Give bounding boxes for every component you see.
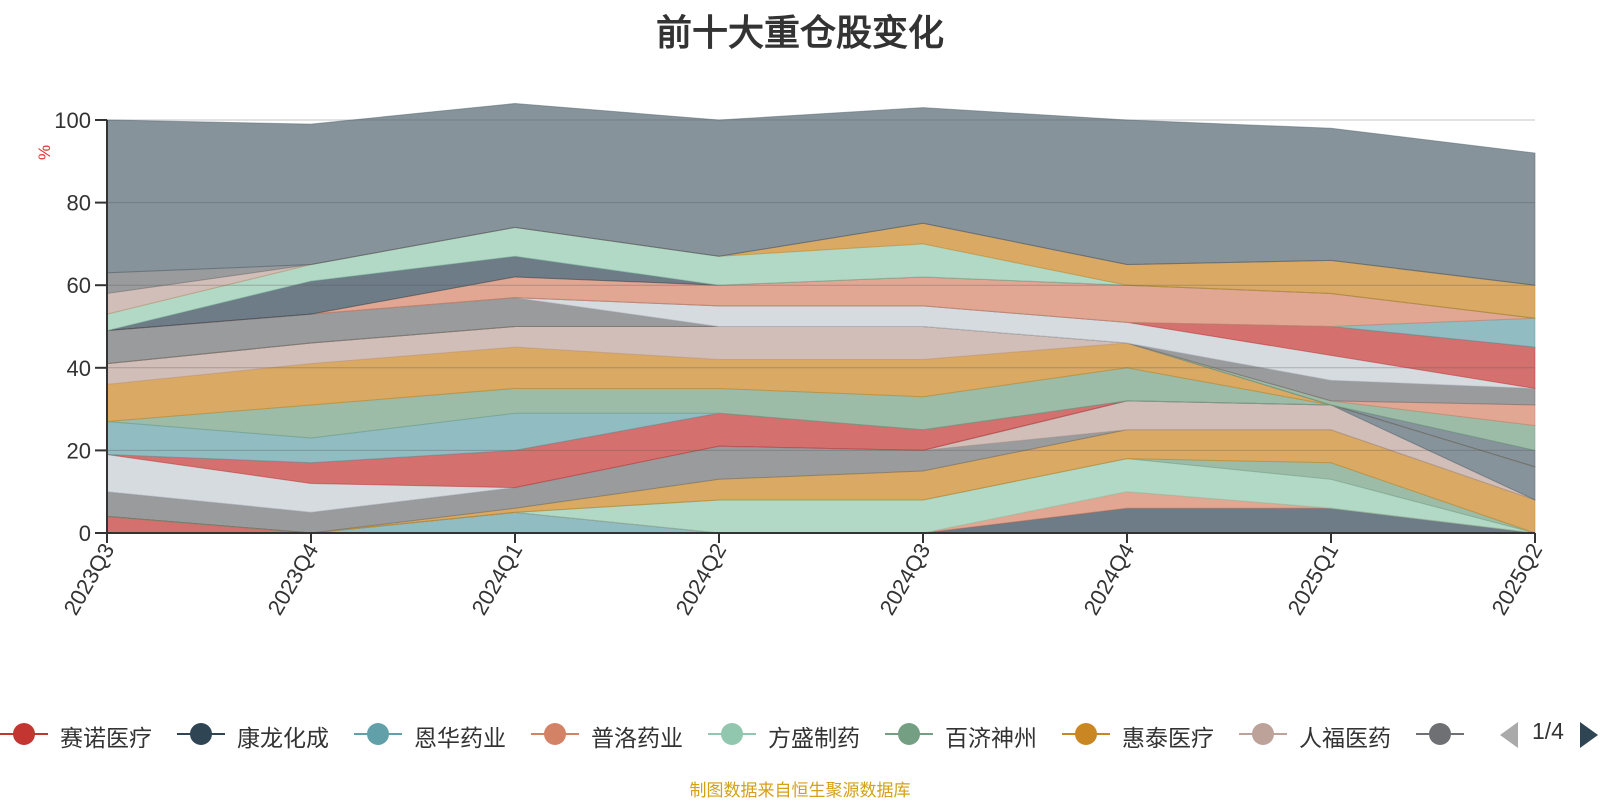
legend-label: 赛诺医疗 (60, 725, 152, 751)
legend-pager: 1/4 (1500, 716, 1600, 752)
y-tick-label: 40 (67, 356, 91, 381)
data-source-note: 制图数据来自恒生聚源数据库 (689, 781, 911, 800)
x-tick-label: 2024Q4 (1079, 539, 1140, 619)
legend-dot-marker (367, 723, 389, 745)
area-series-group (106, 102, 1536, 534)
legend-dot-marker (1252, 723, 1274, 745)
stacked-area-chart: 0 20 40 60 80 100% 2023Q3 2023Q4 2024Q1 2024Q2 202… (35, 102, 1548, 619)
x-tick-label: 2025Q2 (1487, 539, 1548, 619)
legend-viewport: 赛诺医疗 康龙化成 恩华药业 普洛药业 方盛制药 百济神州 惠泰医疗 人福医药 (0, 716, 1484, 752)
x-tick-label: 2024Q2 (671, 539, 732, 619)
y-tick-label: 0 (79, 521, 91, 546)
x-tick-label: 2024Q1 (467, 539, 528, 619)
legend: 赛诺医疗 康龙化成 恩华药业 普洛药业 方盛制药 百济神州 惠泰医疗 人福医药 (0, 716, 1600, 752)
x-tick-label: 2023Q3 (59, 539, 120, 619)
legend-page-indicator: 1/4 (1532, 718, 1564, 744)
y-axis-label: % (35, 145, 54, 160)
legend-label: 百济神州 (945, 725, 1037, 751)
legend-dot-marker (544, 723, 566, 745)
legend-dot-marker (1075, 723, 1097, 745)
legend-label: 惠泰医疗 (1122, 725, 1214, 751)
legend-label: 恩华药业 (414, 725, 506, 751)
legend-prev-page-button[interactable] (1500, 722, 1518, 748)
legend-next-page-button[interactable] (1580, 722, 1598, 748)
legend-dot-marker (721, 723, 743, 745)
y-tick-label: 60 (67, 273, 91, 298)
y-tick-label: 100 (54, 108, 91, 133)
legend-dot-marker (190, 723, 212, 745)
legend-dot-marker (1429, 723, 1451, 745)
x-tick-label: 2024Q3 (875, 539, 936, 619)
chart-title: 前十大重仓股变化 (655, 12, 944, 53)
legend-dot-marker (13, 723, 35, 745)
y-tick-label: 80 (67, 191, 91, 216)
area-series-30 (106, 102, 1536, 286)
legend-label: 康龙化成 (237, 725, 329, 751)
gridlines (107, 119, 1535, 451)
x-tick-label: 2023Q4 (263, 539, 324, 619)
legend-dot-marker (898, 723, 920, 745)
legend-label: 人福医药 (1299, 725, 1391, 751)
x-tick-label: 2025Q1 (1283, 539, 1344, 619)
legend-label: 方盛制药 (768, 725, 860, 751)
legend-label: 普洛药业 (591, 725, 683, 751)
y-tick-label: 20 (67, 438, 91, 463)
